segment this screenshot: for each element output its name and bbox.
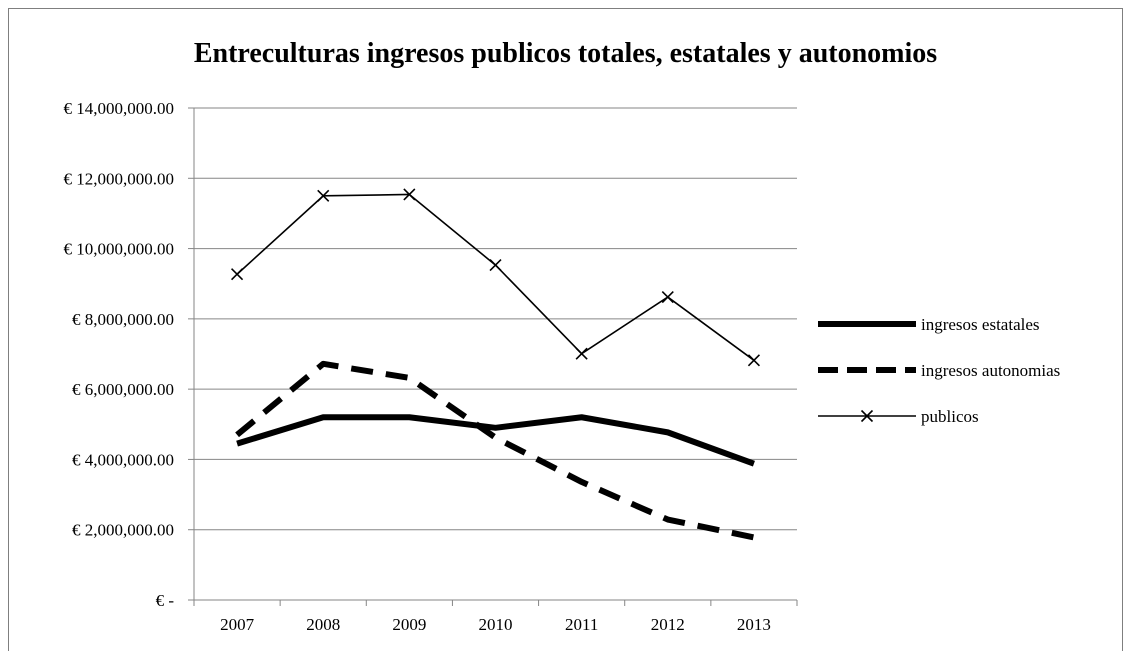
y-tick-label: € 4,000,000.00 — [72, 450, 174, 469]
x-tick-label: 2010 — [479, 615, 513, 634]
legend-label: ingresos autonomias — [921, 361, 1060, 380]
series-lines — [231, 188, 760, 541]
y-tick-labels: € - € 2,000,000.00 € 4,000,000.00 € 6,000,0… — [64, 99, 175, 610]
x-tick-labels: 2007 2008 2009 2010 2011 2012 2013 — [220, 615, 771, 634]
y-tick-label: € 6,000,000.00 — [72, 380, 174, 399]
x-tick-label: 2007 — [220, 615, 255, 634]
series-line-ingresos-autonomias — [235, 360, 755, 541]
gridlines — [194, 107, 797, 531]
x-tick-label: 2009 — [392, 615, 426, 634]
legend: ingresos estatales ingresos autonomias pub… — [818, 315, 1060, 426]
chart-title: Entreculturas ingresos publicos totales,… — [193, 38, 938, 69]
chart-frame — [8, 8, 1123, 651]
legend-label: ingresos estatales — [921, 315, 1040, 334]
data-point-publicos — [489, 259, 502, 272]
x-tick-label: 2011 — [565, 615, 598, 634]
data-point-publicos — [575, 347, 588, 360]
series-line-publicos — [236, 193, 755, 361]
series-line-ingresos-estatales — [236, 414, 755, 467]
data-point-publicos — [317, 189, 330, 202]
y-tick-label: € 14,000,000.00 — [64, 99, 175, 118]
data-point-publicos — [231, 268, 244, 281]
x-tick-label: 2012 — [651, 615, 685, 634]
y-tick-label: € 2,000,000.00 — [72, 521, 174, 540]
y-tick-label: € 10,000,000.00 — [64, 240, 175, 259]
y-tick-label: € 8,000,000.00 — [72, 310, 174, 329]
x-tick-label: 2013 — [737, 615, 771, 634]
data-point-publicos — [747, 354, 760, 367]
x-tick-label: 2008 — [306, 615, 340, 634]
data-point-publicos — [403, 188, 416, 201]
legend-label: publicos — [921, 407, 979, 426]
data-point-publicos — [661, 291, 674, 304]
y-tick-label: € 12,000,000.00 — [64, 169, 175, 188]
y-tick-label: € - — [156, 591, 175, 610]
x-marker — [860, 409, 874, 423]
axes — [188, 107, 798, 606]
